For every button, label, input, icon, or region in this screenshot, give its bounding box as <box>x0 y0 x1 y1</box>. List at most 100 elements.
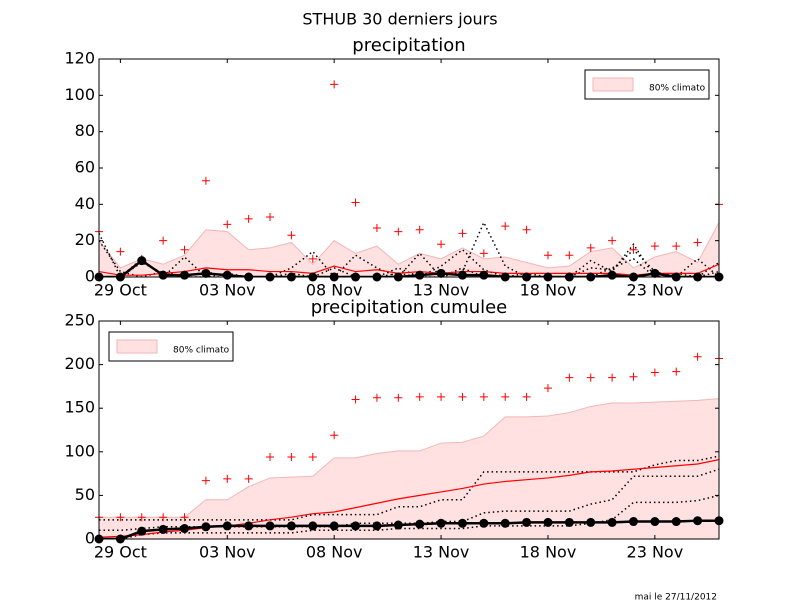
plus-marker <box>372 223 381 232</box>
plus-marker <box>586 243 595 252</box>
obs-point <box>628 517 638 527</box>
chart-title: precipitation cumulee <box>311 297 508 318</box>
obs-point <box>415 270 425 280</box>
y-tick-label: 200 <box>64 354 95 373</box>
obs-point <box>607 270 617 280</box>
x-tick-label: 08 Nov <box>306 281 363 300</box>
obs-point <box>372 521 382 531</box>
obs-point <box>543 517 553 527</box>
y-tick-label: 20 <box>75 230 95 249</box>
axes: 0 20 40 60 80 100 120 29 Oct 03 Nov 08 Nov 13 Nov 1… <box>64 35 724 300</box>
plus-marker <box>244 214 253 223</box>
x-tick-label: 29 Oct <box>94 281 147 300</box>
x-tick-label: 08 Nov <box>306 543 363 562</box>
obs-point <box>586 517 596 527</box>
plus-marker <box>608 373 617 382</box>
obs-point <box>180 270 190 280</box>
y-tick-label: 100 <box>64 85 95 104</box>
plus-marker <box>479 249 488 258</box>
plus-marker <box>693 352 702 361</box>
obs-point <box>329 521 339 531</box>
legend-label: 80% climato <box>649 84 706 94</box>
plus-marker <box>650 368 659 377</box>
plus-marker <box>415 392 424 401</box>
plus-marker <box>501 222 510 231</box>
plus-marker <box>223 220 232 229</box>
plus-marker <box>137 513 146 522</box>
obs-point <box>457 270 467 280</box>
y-tick-label: 0 <box>85 267 95 286</box>
legend-label: 80% climato <box>173 346 230 356</box>
climato-band <box>99 398 719 539</box>
plus-marker <box>543 384 552 393</box>
plus-marker <box>394 393 403 402</box>
obs-point <box>564 517 574 527</box>
y-tick-label: 150 <box>64 398 95 417</box>
plus-marker <box>458 229 467 238</box>
plus-marker <box>266 213 275 222</box>
obs-point <box>671 517 681 527</box>
plus-marker <box>672 242 681 251</box>
footer: mai le 27/11/2012 <box>635 593 717 600</box>
obs-point <box>393 520 403 530</box>
obs-point <box>244 521 254 531</box>
plus-marker <box>415 225 424 234</box>
x-tick-label: 13 Nov <box>413 281 470 300</box>
y-tick-label: 40 <box>75 194 95 213</box>
plus-marker <box>479 392 488 401</box>
obs-point <box>479 518 489 528</box>
plus-marker <box>244 474 253 483</box>
x-tick-label: 03 Nov <box>199 543 256 562</box>
plus-marker <box>522 225 531 234</box>
plus-marker <box>308 254 317 263</box>
plus-marker <box>180 513 189 522</box>
obs-point <box>415 519 425 529</box>
plus-marker <box>437 240 446 249</box>
plus-marker <box>287 231 296 240</box>
obs-point <box>650 517 660 527</box>
plus-marker <box>308 453 317 462</box>
plus-marker <box>586 373 595 382</box>
obs-point <box>500 518 510 528</box>
plus-marker <box>501 392 510 401</box>
obs-point <box>457 518 467 528</box>
plus-marker <box>116 513 125 522</box>
member-line <box>99 468 719 532</box>
x-tick-label: 03 Nov <box>199 281 256 300</box>
figure-title: STHUB 30 derniers jours <box>302 10 497 29</box>
y-tick-label: 250 <box>64 311 95 330</box>
obs-point <box>137 526 147 536</box>
y-tick-label: 60 <box>75 158 95 177</box>
plus-marker <box>159 513 168 522</box>
obs-point <box>137 256 147 266</box>
plus-marker <box>650 242 659 251</box>
x-tick-label: 18 Nov <box>520 543 577 562</box>
obs-point <box>222 521 232 531</box>
x-tick-label: 29 Oct <box>94 543 147 562</box>
obs-point <box>693 516 703 526</box>
plus-marker <box>180 245 189 254</box>
plus-marker <box>330 80 339 89</box>
obs-point <box>308 521 318 531</box>
climato-band <box>99 222 719 277</box>
plus-marker <box>201 476 210 485</box>
x-tick-label: 13 Nov <box>413 543 470 562</box>
obs-point <box>522 517 532 527</box>
axes: 0 50 100 150 200 250 29 Oct 03 Nov 08 Nov 13 Nov 1… <box>64 297 724 562</box>
plus-marker <box>266 453 275 462</box>
legend-swatch <box>116 339 158 354</box>
obs-point <box>265 521 275 531</box>
obs-point <box>201 522 211 532</box>
legend: 80% climato <box>584 69 710 100</box>
plus-marker <box>437 392 446 401</box>
obs-point <box>180 524 190 534</box>
plus-marker <box>351 395 360 404</box>
x-tick-label: 18 Nov <box>520 281 577 300</box>
plus-marker <box>394 227 403 236</box>
plus-marker <box>351 198 360 207</box>
legend: 80% climato <box>108 331 234 362</box>
plus-marker <box>522 392 531 401</box>
plus-marker <box>372 393 381 402</box>
plus-marker <box>159 236 168 245</box>
